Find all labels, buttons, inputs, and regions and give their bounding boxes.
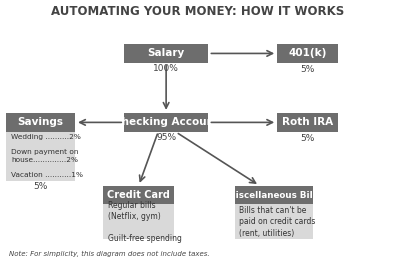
Text: Salary: Salary: [147, 48, 185, 58]
Text: Wedding ..........2%

Down payment on
house..............2%

Vacation ..........: Wedding ..........2% Down payment on hou…: [11, 134, 83, 178]
FancyBboxPatch shape: [235, 204, 313, 240]
Text: 100%: 100%: [153, 64, 179, 73]
Text: Credit Card: Credit Card: [107, 190, 170, 200]
FancyBboxPatch shape: [103, 204, 174, 240]
Text: 95%: 95%: [156, 133, 176, 142]
FancyBboxPatch shape: [277, 44, 338, 63]
FancyBboxPatch shape: [124, 113, 208, 132]
FancyBboxPatch shape: [103, 186, 174, 205]
Text: Miscellaneous Bills: Miscellaneous Bills: [227, 191, 321, 200]
Text: 5%: 5%: [300, 65, 314, 74]
Text: 5%: 5%: [34, 182, 48, 191]
FancyBboxPatch shape: [235, 186, 313, 205]
FancyBboxPatch shape: [124, 44, 208, 63]
Text: AUTOMATING YOUR MONEY: HOW IT WORKS: AUTOMATING YOUR MONEY: HOW IT WORKS: [51, 5, 344, 18]
FancyBboxPatch shape: [6, 113, 75, 132]
FancyBboxPatch shape: [277, 113, 338, 132]
Text: Checking Account: Checking Account: [114, 117, 218, 127]
Text: Bills that can't be
paid on credit cards
(rent, utilities): Bills that can't be paid on credit cards…: [239, 206, 316, 237]
Text: 401(k): 401(k): [288, 48, 327, 58]
Text: 5%: 5%: [300, 134, 314, 143]
Text: Roth IRA: Roth IRA: [282, 117, 333, 127]
FancyBboxPatch shape: [6, 132, 75, 181]
Text: Savings: Savings: [18, 117, 64, 127]
Text: Regular bills
(Netflix, gym)

Guilt-free spending: Regular bills (Netflix, gym) Guilt-free …: [108, 201, 182, 243]
Text: Note: For simplicity, this diagram does not include taxes.: Note: For simplicity, this diagram does …: [9, 251, 210, 257]
